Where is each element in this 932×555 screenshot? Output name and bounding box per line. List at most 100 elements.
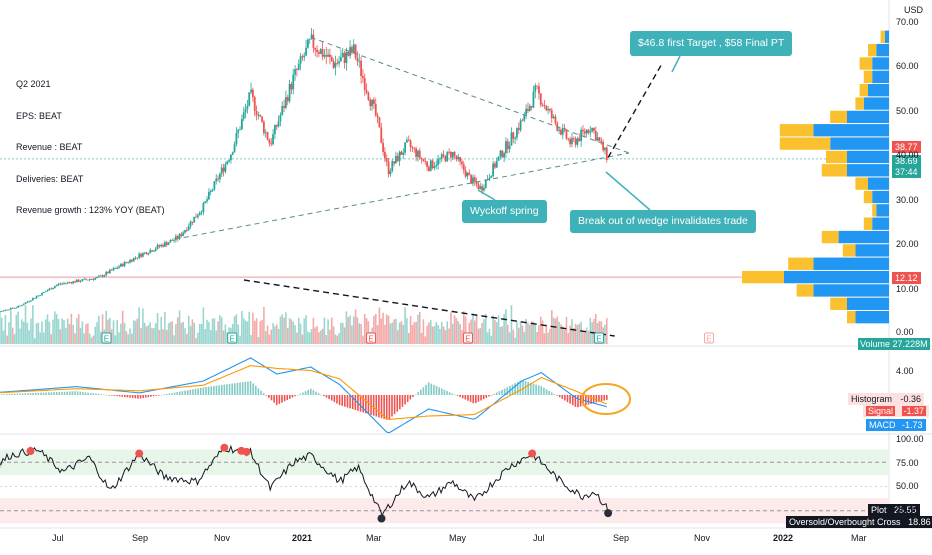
volume-bar (355, 310, 357, 344)
volume-profile-bar (872, 57, 889, 69)
candle-body (34, 298, 36, 299)
macd-histogram-bar (137, 395, 139, 399)
candle-body (105, 272, 107, 275)
volume-bar (116, 320, 118, 344)
candle-body (553, 117, 555, 118)
volume-bar (314, 327, 316, 344)
wyckoff-spring-callout[interactable]: Wyckoff spring (462, 200, 547, 223)
volume-bar (571, 319, 573, 344)
macd-histogram-bar (79, 392, 81, 395)
candle-body (26, 302, 28, 303)
candle-body (92, 279, 94, 280)
macd-histogram-bar (425, 385, 427, 395)
candle-body (340, 57, 342, 61)
volume-profile-bar (847, 164, 889, 176)
macd-histogram-bar (569, 395, 571, 404)
volume-bar (206, 320, 208, 344)
volume-bar (3, 330, 5, 344)
breakout-callout[interactable]: Break out of wedge invalidates trade (570, 210, 756, 233)
macd-histogram-bar (404, 395, 406, 404)
macd-histogram-bar (237, 383, 239, 395)
volume-bar (490, 336, 492, 344)
macd-histogram-bar (203, 387, 205, 395)
target-pointer (672, 56, 680, 72)
candle-body (193, 217, 195, 223)
volume-bar (520, 321, 522, 344)
volume-bar (347, 317, 349, 344)
macd-histogram-bar (234, 383, 236, 395)
macd-histogram-bar (601, 395, 603, 401)
macd-histogram-bar (334, 395, 336, 402)
volume-bar (540, 317, 542, 344)
macd-histogram-bar (51, 392, 53, 395)
candle-body (289, 84, 291, 101)
macd-histogram-bar (179, 392, 181, 395)
volume-bar (126, 331, 128, 344)
macd-histogram-bar (475, 395, 477, 403)
volume-bar (38, 323, 40, 344)
volume-profile-bar (855, 97, 863, 109)
macd-histogram-bar (166, 394, 168, 395)
candle-body (527, 109, 529, 111)
macd-tag-value: -0.36 (901, 394, 922, 404)
volume-bar (283, 318, 285, 344)
candle-body (338, 61, 340, 63)
candle-body (177, 236, 179, 239)
macd-histogram-bar (391, 395, 393, 417)
candle-body (1, 311, 3, 312)
volume-bar (221, 317, 223, 344)
volume-bar (300, 324, 302, 344)
macd-histogram-bar (59, 392, 61, 395)
macd-histogram-bar (396, 395, 398, 412)
candle-body (173, 240, 175, 241)
macd-histogram-bar (415, 395, 417, 396)
candle-body (309, 39, 311, 40)
candle-body (50, 289, 52, 290)
volume-bar (311, 329, 313, 344)
candle-body (6, 310, 8, 311)
volume-bar (179, 310, 181, 344)
candle-body (606, 148, 608, 161)
macd-histogram-bar (43, 393, 45, 395)
volume-bar (5, 315, 7, 344)
volume-bar (19, 329, 21, 344)
volume-bar (171, 321, 173, 344)
candle-body (371, 100, 373, 107)
candle-body (498, 157, 500, 161)
volume-profile-bar (822, 231, 839, 243)
note-line: Deliveries: BEAT (16, 174, 165, 185)
macd-histogram-bar (32, 393, 34, 395)
volume-bar (542, 320, 544, 344)
candle-body (267, 132, 269, 140)
macd-histogram-bar (3, 394, 5, 395)
candle-body (10, 308, 12, 310)
macd-histogram-bar (14, 394, 16, 395)
candle-body (562, 128, 564, 135)
volume-profile-bar (860, 57, 873, 69)
target-callout[interactable]: $46.8 first Target , $58 Final PT (630, 31, 792, 56)
volume-bar (349, 316, 351, 344)
volume-bar (91, 338, 93, 344)
volume-bar (569, 326, 571, 344)
candle-body (190, 222, 192, 227)
macd-histogram-bar (596, 395, 598, 403)
volume-profile-bar (797, 284, 814, 296)
macd-histogram-bar (239, 383, 241, 395)
volume-bar (501, 326, 503, 344)
volume-bar (69, 324, 71, 344)
macd-histogram-bar (187, 390, 189, 395)
macd-line-tag: MACD -1.73 (866, 419, 926, 431)
macd-histogram-bar (132, 395, 134, 398)
volume-bar (340, 323, 342, 344)
candle-body (366, 90, 368, 93)
candle-body (3, 311, 5, 312)
volume-bar (331, 318, 333, 344)
candle-body (434, 166, 436, 168)
macd-histogram-bar (121, 395, 123, 397)
volume-bar (577, 325, 579, 344)
macd-histogram-bar (389, 395, 391, 419)
volume-bar (496, 322, 498, 344)
macd-histogram-bar (260, 391, 262, 395)
macd-histogram-bar (606, 395, 608, 400)
